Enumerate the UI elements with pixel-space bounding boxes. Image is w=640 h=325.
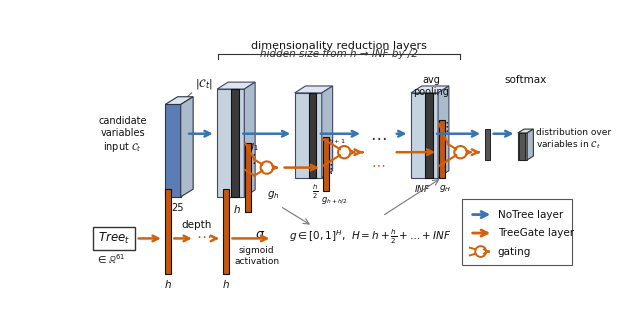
Text: candidate
variables
input $\mathcal{C}_t$: candidate variables input $\mathcal{C}_t… <box>99 116 147 154</box>
Bar <box>518 133 527 160</box>
Text: $\sigma$: $\sigma$ <box>255 227 265 240</box>
Polygon shape <box>527 129 533 160</box>
Text: $h$: $h$ <box>164 279 172 291</box>
FancyBboxPatch shape <box>93 227 135 250</box>
Text: $\vdots$: $\vdots$ <box>248 152 256 166</box>
Polygon shape <box>217 82 255 89</box>
Text: softmax: softmax <box>504 75 547 85</box>
Text: distribution over
variables in $\mathcal{C}_t$: distribution over variables in $\mathcal… <box>536 127 611 151</box>
Text: dimensionality reduction layers: dimensionality reduction layers <box>251 41 427 51</box>
Bar <box>231 89 239 197</box>
Bar <box>165 189 171 274</box>
Bar <box>520 133 525 160</box>
Text: $Tree_t$: $Tree_t$ <box>98 231 130 246</box>
Polygon shape <box>180 97 193 197</box>
Polygon shape <box>294 86 333 93</box>
Text: $g_1$: $g_1$ <box>246 141 259 153</box>
Bar <box>223 189 229 274</box>
Bar <box>484 129 490 160</box>
Text: $\cdots$: $\cdots$ <box>371 157 385 171</box>
Bar <box>245 143 252 212</box>
Text: TreeGate layer: TreeGate layer <box>498 228 574 238</box>
Bar <box>425 93 433 177</box>
Text: $h$: $h$ <box>222 279 230 291</box>
Text: $g_H$: $g_H$ <box>439 183 451 194</box>
Bar <box>165 104 180 197</box>
FancyBboxPatch shape <box>462 199 572 266</box>
Polygon shape <box>438 86 449 177</box>
Text: $\cdots$: $\cdots$ <box>370 128 387 146</box>
Text: $\cdots$: $\cdots$ <box>195 228 211 243</box>
Bar <box>439 120 445 177</box>
Text: 25: 25 <box>172 203 184 213</box>
Text: $\in\mathbb{R}^{61}$: $\in\mathbb{R}^{61}$ <box>95 252 125 266</box>
Text: $\vdots$: $\vdots$ <box>440 120 449 134</box>
Polygon shape <box>411 86 449 93</box>
Text: NoTree layer: NoTree layer <box>498 210 563 220</box>
Text: avg
pooling: avg pooling <box>413 75 449 97</box>
Bar <box>217 89 244 197</box>
Text: $\frac{h}{2}$: $\frac{h}{2}$ <box>312 183 319 201</box>
Text: $g_h$: $g_h$ <box>268 189 280 201</box>
Bar <box>294 93 322 177</box>
Text: $g \in [0,1]^H$,  $H = h + \frac{h}{2} + \ldots + INF$: $g \in [0,1]^H$, $H = h + \frac{h}{2} + … <box>289 227 452 246</box>
Bar <box>308 93 316 177</box>
Polygon shape <box>244 82 255 197</box>
Text: $|\mathcal{C}_t|$: $|\mathcal{C}_t|$ <box>195 77 212 91</box>
Text: hidden size from h → INF by /2: hidden size from h → INF by /2 <box>260 49 418 59</box>
Text: $g_{h+h/2}$: $g_{h+h/2}$ <box>321 195 348 206</box>
Text: $\vdots$: $\vdots$ <box>324 162 333 176</box>
Text: sigmoid
activation: sigmoid activation <box>234 246 279 266</box>
Polygon shape <box>322 86 333 177</box>
Polygon shape <box>518 129 533 133</box>
Bar <box>411 93 438 177</box>
Text: $INF$: $INF$ <box>414 183 431 194</box>
Text: gating: gating <box>498 247 531 256</box>
Text: $h$: $h$ <box>234 203 241 215</box>
Polygon shape <box>165 97 193 104</box>
Text: $g_{h+1}$: $g_{h+1}$ <box>323 135 346 146</box>
Bar <box>323 137 329 191</box>
Text: depth: depth <box>181 220 211 230</box>
